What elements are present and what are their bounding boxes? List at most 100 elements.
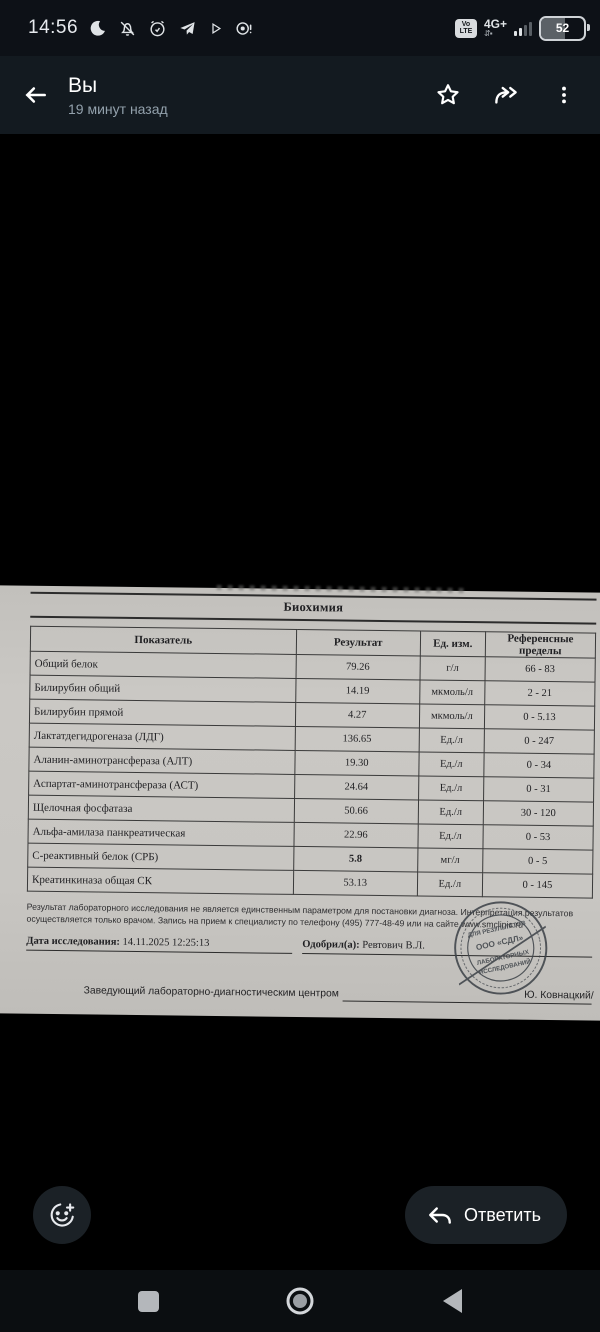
telegram-icon	[180, 21, 195, 35]
favorite-button[interactable]	[426, 73, 470, 117]
indicator-name: Щелочная фосфатаза	[28, 795, 295, 823]
kebab-menu-icon	[562, 86, 566, 104]
home-button[interactable]	[278, 1279, 322, 1323]
alarm-clock-icon	[150, 20, 165, 36]
lab-report-document: Биохимия Показатель Результат Ед. изм. Р…	[0, 584, 600, 1021]
volte-top-label: Vo	[461, 20, 471, 28]
unit-value: Ед./л	[418, 775, 484, 801]
reply-label: Ответить	[464, 1204, 541, 1225]
clock: 14:56	[28, 17, 79, 38]
research-date: Дата исследования: 14.11.2025 12:25:13	[26, 936, 293, 955]
result-value: 24.64	[294, 774, 419, 800]
add-reaction-button[interactable]	[33, 1186, 91, 1244]
result-value: 79.26	[295, 654, 421, 680]
indicator-name: Билирубин общий	[29, 675, 296, 703]
unit-value: Ед./л	[418, 751, 484, 777]
status-right: Vo LTE 4G+ ⇵▪ 52	[454, 0, 590, 56]
result-value: 4.27	[294, 702, 420, 728]
indicator-name: Креатинкиназа общая СК	[27, 867, 294, 895]
indicator-name: Аланин-аминотрансфераза (АЛТ)	[28, 747, 295, 775]
col-header-indicator: Показатель	[30, 626, 297, 655]
star-icon	[437, 84, 459, 105]
photo-viewer[interactable]: Биохимия Показатель Результат Ед. изм. Р…	[0, 134, 600, 1174]
menu-button[interactable]	[542, 73, 586, 117]
bottom-action-bar: Ответить	[0, 1178, 600, 1252]
volte-badge: Vo LTE	[454, 18, 477, 38]
sender-title: Вы	[68, 73, 98, 97]
play-icon	[212, 22, 222, 34]
reference-range: 0 - 34	[483, 752, 595, 779]
result-value: 22.96	[293, 822, 419, 848]
notifications-off-icon	[120, 21, 135, 36]
indicator-name: Альфа-амилаза панкреатическая	[27, 819, 294, 847]
unit-value: мг/л	[417, 847, 483, 873]
emoji-plus-icon	[50, 1203, 75, 1227]
result-value: 5.8	[293, 846, 418, 872]
col-header-result: Результат	[295, 629, 421, 656]
status-bar: 14:56	[0, 0, 600, 56]
result-value: 53.13	[292, 870, 418, 896]
results-table: Показатель Результат Ед. изм. Референсны…	[27, 626, 596, 899]
recents-button[interactable]	[126, 1279, 170, 1323]
col-header-units: Ед. изм.	[420, 630, 486, 657]
network-label: 4G+	[483, 17, 507, 31]
unit-value: Ед./л	[417, 871, 483, 897]
approved-label: Одобрил(а):	[302, 939, 360, 952]
forward-button[interactable]	[484, 73, 528, 117]
cropped-text-fragment	[216, 584, 467, 594]
moon-icon	[90, 20, 105, 36]
unit-value: Ед./л	[418, 727, 485, 753]
battery-percent: 52	[555, 21, 570, 35]
signal-bars-icon	[514, 21, 532, 36]
result-value: 19.30	[294, 750, 419, 776]
reference-range: 2 - 21	[484, 680, 595, 707]
recorder-icon	[236, 21, 252, 35]
reference-range: 0 - 5.13	[484, 704, 595, 731]
indicator-name: Общий белок	[30, 651, 296, 679]
result-value: 50.66	[293, 798, 419, 824]
signature-stroke	[453, 922, 552, 989]
table-body: Общий белок 79.26 г/л 66 - 83 Билирубин …	[27, 651, 596, 899]
reference-range: 66 - 83	[484, 656, 596, 683]
reference-range: 30 - 120	[483, 800, 594, 827]
back-triangle-icon	[442, 1289, 462, 1313]
col-header-reference: Референсные пределы	[485, 631, 596, 659]
reference-range: 0 - 247	[483, 728, 595, 755]
data-arrows-icon: ⇵▪	[483, 29, 493, 38]
unit-value: мкмоль/л	[419, 703, 485, 729]
signature-role: Заведующий лабораторно-диагностическим ц…	[83, 985, 339, 1000]
header-actions	[426, 73, 586, 117]
reference-range: 0 - 53	[482, 824, 594, 851]
unit-value: Ед./л	[418, 799, 484, 825]
indicator-name: Аспартат-аминотрансфераза (АСТ)	[28, 771, 295, 799]
back-arrow-icon	[25, 87, 46, 103]
indicator-name: С-реактивный белок (СРБ)	[27, 843, 294, 871]
message-timestamp: 19 минут назад	[68, 100, 168, 117]
reply-button[interactable]: Ответить	[405, 1186, 567, 1244]
navigation-bar	[0, 1270, 600, 1332]
battery-icon: 52	[539, 15, 590, 41]
lab-stamp: ДЛЯ РЕЗУЛЬТАТОВ ООО «СДЛ» ЛАБОРАТОРНЫХ И…	[453, 901, 552, 995]
result-value: 14.19	[295, 678, 420, 704]
unit-value: мкмоль/л	[419, 679, 485, 705]
app-header: Вы 19 минут назад	[0, 56, 600, 134]
indicator-name: Билирубин прямой	[29, 699, 296, 727]
unit-value: г/л	[419, 655, 486, 681]
reference-range: 0 - 31	[483, 776, 594, 803]
header-text: Вы 19 минут назад	[68, 74, 426, 117]
reference-range: 0 - 5	[482, 848, 593, 875]
status-icons	[88, 19, 253, 38]
signature-name: Ю. Ковнацкий/	[524, 990, 594, 1002]
volte-bottom-label: LTE	[459, 28, 473, 35]
result-value: 136.65	[294, 726, 420, 752]
android-back-button[interactable]	[430, 1279, 474, 1323]
home-circle-icon	[286, 1287, 314, 1315]
forward-arrow-icon	[495, 86, 517, 104]
recents-square-icon	[137, 1290, 159, 1312]
reply-arrow-icon	[429, 1207, 451, 1224]
back-button[interactable]	[8, 67, 64, 123]
indicator-name: Лактатдегидрогеназа (ЛДГ)	[29, 723, 295, 751]
unit-value: Ед./л	[417, 823, 484, 849]
date-value: 14.11.2025 12:25:13	[122, 937, 210, 950]
